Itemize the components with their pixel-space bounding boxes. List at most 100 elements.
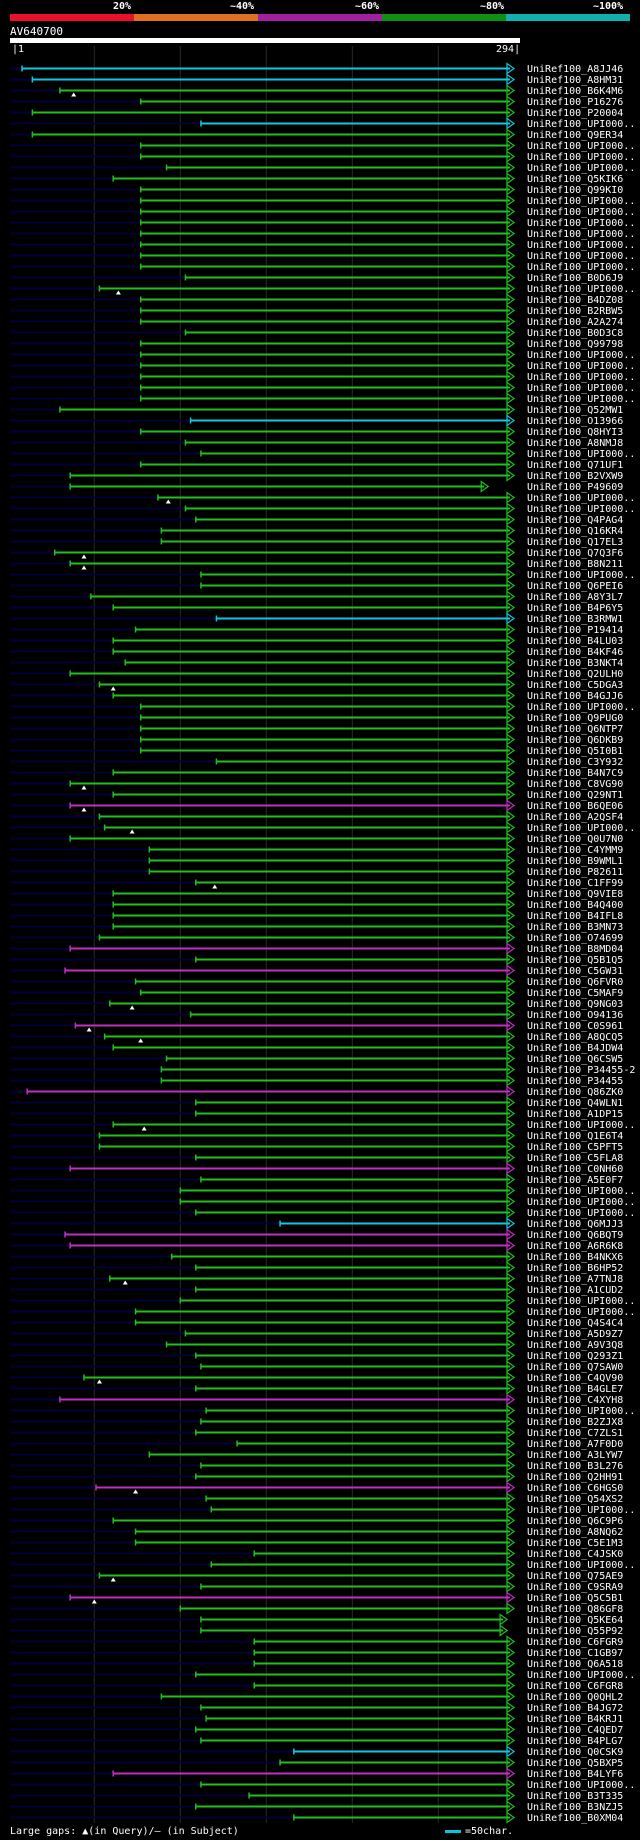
hit-arrow-icon — [506, 1239, 516, 1252]
hit-arrow-icon — [506, 1459, 516, 1472]
hit-arrow-icon — [506, 1492, 516, 1505]
hit-label: UniRef100_Q9VIE8 — [527, 889, 623, 900]
hit-label: UniRef100_B3T335 — [527, 1791, 623, 1802]
hit-label: UniRef100_C6FGR9 — [527, 1637, 623, 1648]
query-end: 294 — [496, 44, 515, 55]
hit-arrow-icon — [506, 601, 516, 614]
hit-label: UniRef100_B4GLE7 — [527, 1384, 623, 1395]
hit-label: UniRef100_O13966 — [527, 416, 623, 427]
hit-arrow-icon — [506, 997, 516, 1010]
hit-arrow-icon — [506, 634, 516, 647]
hit-arrow-icon — [506, 645, 516, 658]
hit-arrow-icon — [506, 1173, 516, 1186]
hit-arrow-icon — [506, 1316, 516, 1329]
hit-arrow-icon — [506, 359, 516, 372]
hit-arrow-icon — [506, 1052, 516, 1065]
hit-label: UniRef100_Q7Q3F6 — [527, 548, 623, 559]
hit-arrow-icon — [506, 1558, 516, 1571]
hit-arrow-icon — [506, 876, 516, 889]
hit-label: UniRef100_UPI000.. — [527, 218, 635, 229]
hit-label: UniRef100_B6K4M6 — [527, 86, 623, 97]
hit-arrow-icon — [506, 1723, 516, 1736]
gap-in-query-icon: ▲ — [82, 1826, 89, 1837]
gap-in-query-marker — [133, 1489, 139, 1494]
hit-arrow-icon — [506, 733, 516, 746]
hit-label: UniRef100_A1CUD2 — [527, 1285, 623, 1296]
hit-arrow-icon — [506, 1778, 516, 1791]
hit-arrow-icon — [506, 865, 516, 878]
hit-arrow-icon — [506, 821, 516, 834]
hit-label: UniRef100_B4JG72 — [527, 1703, 623, 1714]
hit-arrow-icon — [506, 1602, 516, 1615]
hit-arrow-icon — [506, 722, 516, 735]
hit-label: UniRef100_B6QE06 — [527, 801, 623, 812]
hit-arrow-icon — [506, 95, 516, 108]
hit-label: UniRef100_UPI000.. — [527, 493, 635, 504]
identity-label-40: ~40% — [230, 1, 255, 12]
hit-arrow-icon — [506, 1404, 516, 1417]
hit-label: UniRef100_UPI000.. — [527, 1120, 635, 1131]
hit-label: UniRef100_B3MN73 — [527, 922, 623, 933]
hit-label: UniRef100_B4N7C9 — [527, 768, 623, 779]
hit-arrow-icon — [506, 524, 516, 537]
hit-arrow-icon — [506, 414, 516, 427]
hit-arrow-icon — [506, 1107, 516, 1120]
hit-arrow-icon — [506, 1228, 516, 1241]
hit-arrow-icon — [506, 282, 516, 295]
hit-arrow-icon — [506, 1646, 516, 1659]
hit-arrow-icon — [506, 326, 516, 339]
query-bar — [10, 38, 520, 43]
hit-arrow-icon — [506, 1701, 516, 1714]
hit-arrow-icon — [499, 1613, 509, 1626]
hit-arrow-icon — [506, 1481, 516, 1494]
hit-label: UniRef100_Q9NG03 — [527, 999, 623, 1010]
hit-label: UniRef100_UPI000.. — [527, 1505, 635, 1516]
hit-arrow-icon — [506, 1580, 516, 1593]
hit-label: UniRef100_UPI000.. — [527, 119, 635, 130]
hit-arrow-icon — [506, 293, 516, 306]
hit-arrow-icon — [506, 238, 516, 251]
hit-label: UniRef100_B4JDW4 — [527, 1043, 623, 1054]
hit-label: UniRef100_Q7SAW0 — [527, 1362, 623, 1373]
hit-label: UniRef100_B4LU03 — [527, 636, 623, 647]
hit-label: UniRef100_O74699 — [527, 933, 623, 944]
hit-arrow-icon — [506, 920, 516, 933]
hit-arrow-icon — [506, 1327, 516, 1340]
hit-label: UniRef100_C4YMM9 — [527, 845, 623, 856]
hit-arrow-icon — [506, 964, 516, 977]
hit-label: UniRef100_Q293Z1 — [527, 1351, 623, 1362]
hit-label: UniRef100_Q4WLN1 — [527, 1098, 623, 1109]
hit-arrow-icon — [506, 854, 516, 867]
hit-label: UniRef100_UPI000.. — [527, 449, 635, 460]
hit-arrow-icon — [506, 612, 516, 625]
hit-arrow-icon — [506, 1008, 516, 1021]
hit-arrow-icon — [506, 766, 516, 779]
gap-in-query-marker — [71, 92, 77, 97]
hit-label: UniRef100_Q5BXP5 — [527, 1758, 623, 1769]
hit-label: UniRef100_C5FLA8 — [527, 1153, 623, 1164]
hit-label: UniRef100_C5E1M3 — [527, 1538, 623, 1549]
hit-arrow-icon — [506, 579, 516, 592]
hit-label: UniRef100_C6FGR8 — [527, 1681, 623, 1692]
gap-in-query-marker — [81, 807, 87, 812]
hit-arrow-icon — [506, 1690, 516, 1703]
hit-arrow-icon — [506, 1096, 516, 1109]
hit-arrow-icon — [506, 1536, 516, 1549]
hit-label: UniRef100_UPI000.. — [527, 1406, 635, 1417]
hit-arrow-icon — [506, 1657, 516, 1670]
hit-label: UniRef100_P16276 — [527, 97, 623, 108]
hit-arrow-icon — [506, 1338, 516, 1351]
hit-arrow-icon — [506, 1140, 516, 1153]
hit-arrow-icon — [506, 1019, 516, 1032]
hit-arrow-icon — [480, 480, 490, 493]
query-start: 1 — [18, 44, 25, 55]
hit-arrow-icon — [506, 1547, 516, 1560]
gap-in-query-marker — [86, 1027, 92, 1032]
gap-in-query-marker — [165, 499, 171, 504]
scale-text: =50char. — [465, 1826, 514, 1837]
hit-arrow-icon — [506, 502, 516, 515]
hit-label: UniRef100_P34455 — [527, 1076, 623, 1087]
hit-arrow-icon — [506, 557, 516, 570]
hit-label: UniRef100_C7ZLS1 — [527, 1428, 623, 1439]
hit-label: UniRef100_Q6C9P6 — [527, 1516, 623, 1527]
